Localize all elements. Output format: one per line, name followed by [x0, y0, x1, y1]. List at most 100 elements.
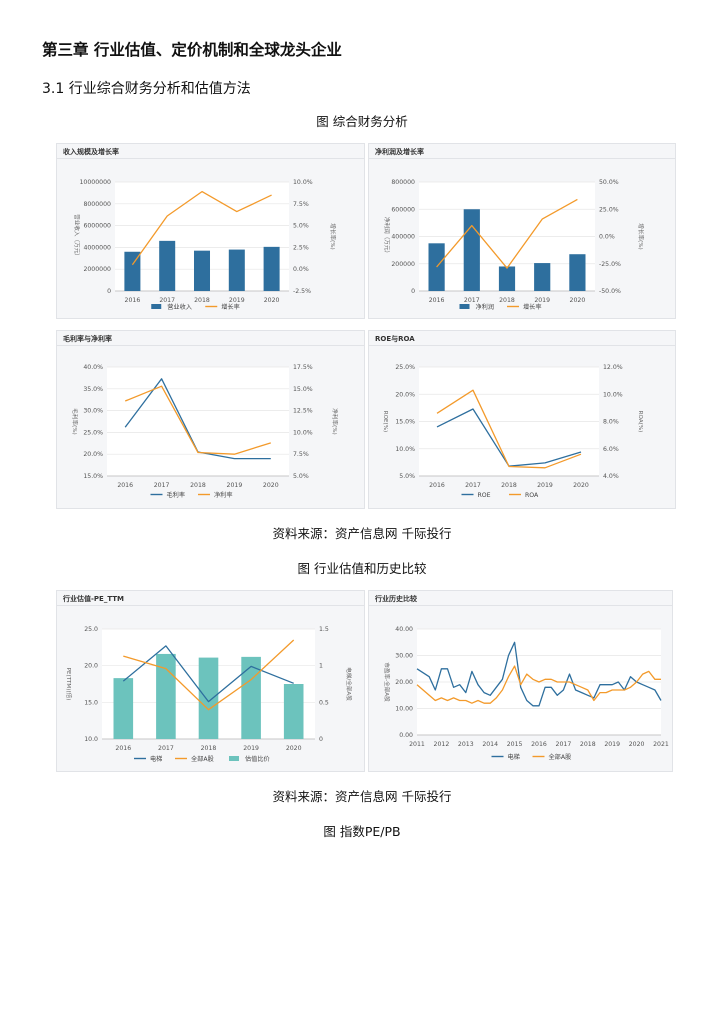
x-tick-label: 2019	[534, 297, 550, 304]
y-tick-label-left: 35.0%	[83, 386, 103, 393]
y-tick-label-left: 30.00	[395, 653, 413, 660]
chart-revenue-panel: 收入规模及增长率 0 2000000 4000000 6000000 8000000 10…	[56, 143, 365, 319]
bar	[228, 249, 245, 291]
legend-label: 电梯	[508, 753, 520, 761]
x-tick-label: 2017	[465, 482, 481, 489]
x-tick-label: 2018	[190, 482, 206, 489]
y-tick-label-left: 10000000	[80, 179, 112, 186]
x-tick-label: 2016	[125, 297, 141, 304]
x-tick-label: 2020	[264, 297, 280, 304]
chart-title: 行业估值-PE_TTM	[63, 595, 124, 603]
y-tick-label-left: 25.0%	[395, 364, 415, 371]
y-tick-label-left: 25.0	[84, 626, 98, 633]
x-tick-label: 2020	[286, 745, 302, 752]
y-tick-label-right: 2.5%	[293, 244, 309, 251]
y-tick-label-right: 15.0%	[293, 386, 313, 393]
y-tick-label-right: 5.0%	[293, 473, 309, 480]
series-line	[436, 389, 582, 469]
bar	[428, 243, 445, 291]
chart-history-panel: 行业历史比较 0.00 10.00 20.00 30.00 40.00 市盈率-全部A股 2…	[368, 590, 673, 772]
bar	[113, 678, 134, 739]
x-tick-label: 2012	[434, 741, 450, 748]
y-tick-label-right: -2.5%	[293, 288, 311, 295]
legend-label: 净利润	[476, 303, 495, 311]
source-note: 资料来源：资产信息网 千际投行	[272, 526, 452, 541]
chart-margin-panel: 毛利率与净利率 15.0% 20.0% 25.0% 30.0% 35.0% 40.0% 5.…	[56, 330, 365, 509]
figure-caption-valuation: 图 行业估值和历史比较	[297, 561, 427, 576]
y-tick-label-right: 8.0%	[603, 419, 619, 426]
x-tick-label: 2016	[429, 297, 445, 304]
y-tick-label-right: 4.0%	[603, 473, 619, 480]
y-tick-label-right: 7.5%	[293, 451, 309, 458]
chart-pe-panel: 行业估值-PE_TTM 10.0 15.0 20.0 25.0 0 0.5 1 1.5 PE(T…	[56, 590, 365, 772]
x-tick-label: 2017	[464, 297, 480, 304]
y-tick-label-right: 17.5%	[293, 364, 313, 371]
y-tick-label-right: 12.0%	[603, 364, 623, 371]
y-tick-label-left: 4000000	[83, 244, 111, 251]
pe-ttm-chart: 10.0 15.0 20.0 25.0 0 0.5 1 1.5 PE(TTM)(倍) 电梯/全部A…	[65, 626, 353, 763]
chart-title: ROE与ROA	[375, 335, 415, 343]
legend-swatch	[229, 756, 239, 761]
y-tick-label-left: 40.0%	[83, 364, 103, 371]
y-tick-label-left: 6000000	[83, 223, 111, 230]
bar	[263, 246, 280, 291]
legend-label: 全部A股	[191, 755, 214, 763]
series-line	[131, 190, 272, 266]
x-tick-label: 2019	[537, 482, 553, 489]
x-tick-label: 2013	[458, 741, 474, 748]
y-tick-label-left: 40.00	[395, 626, 413, 633]
legend-label: 估值比价	[245, 755, 270, 763]
y-tick-label-left: 400000	[391, 234, 415, 241]
chart-title: 收入规模及增长率	[63, 148, 119, 156]
y-axis-label-right: 增长率(%)	[637, 223, 645, 249]
net-profit-growth-chart: 0 200000 400000 600000 800000 -50.0% -25.0% 0.0…	[383, 179, 645, 311]
plot-area	[107, 367, 289, 476]
y-axis-label-left: 净利润（万元）	[383, 217, 391, 256]
x-tick-label: 2018	[501, 482, 517, 489]
y-tick-label-left: 0.00	[399, 732, 413, 739]
bar	[124, 251, 141, 291]
y-tick-label-left: 20.0	[84, 663, 98, 670]
y-tick-label-left: 200000	[391, 261, 415, 268]
y-tick-label-left: 15.0%	[395, 419, 415, 426]
x-tick-label: 2018	[580, 741, 596, 748]
x-tick-label: 2019	[604, 741, 620, 748]
legend-label: 营业收入	[167, 303, 192, 311]
y-axis-label-right: ROA(%)	[637, 411, 643, 433]
y-tick-label-right: -25.0%	[599, 261, 621, 268]
bar	[159, 240, 176, 291]
x-tick-label: 2018	[201, 745, 217, 752]
y-tick-label-left: 25.0%	[83, 429, 103, 436]
y-tick-label-left: 0	[107, 288, 111, 295]
y-axis-label-right: 增长率(%)	[329, 223, 337, 249]
y-tick-label-right: 50.0%	[599, 179, 619, 186]
section-heading: 3.1 行业综合财务分析和估值方法	[42, 81, 251, 97]
y-tick-label-left: 0	[411, 288, 415, 295]
chart-roe-panel: ROE与ROA 5.0% 10.0% 15.0% 20.0% 25.0% 4.0% 6.0%…	[368, 330, 676, 509]
x-tick-label: 2017	[158, 745, 174, 752]
bar	[156, 653, 176, 739]
legend-label: 增长率	[523, 303, 542, 311]
y-tick-label-left: 800000	[391, 179, 415, 186]
x-tick-label: 2020	[570, 297, 586, 304]
x-tick-label: 2017	[154, 482, 170, 489]
y-axis-label-right: 电梯/全部A股	[345, 667, 353, 701]
y-tick-label-right: 25.0%	[599, 206, 619, 213]
y-tick-label-right: 6.0%	[603, 446, 619, 453]
y-tick-label-right: 0.0%	[599, 234, 615, 241]
legend-swatch	[151, 304, 162, 309]
chart-profit-panel: 净利润及增长率 0 200000 400000 600000 800000 -50.0% -…	[368, 143, 676, 319]
x-tick-label: 2018	[499, 297, 515, 304]
source-note: 资料来源：资产信息网 千际投行	[272, 789, 452, 804]
x-tick-label: 2019	[229, 297, 245, 304]
x-tick-label: 2020	[263, 482, 279, 489]
y-tick-label-left: 8000000	[83, 201, 111, 208]
y-tick-label-right: 10.0%	[603, 391, 623, 398]
legend-label: ROE	[478, 492, 491, 499]
y-tick-label-right: 0.0%	[293, 266, 309, 273]
y-tick-label-left: 5.0%	[399, 473, 415, 480]
revenue-growth-chart: 0 2000000 4000000 6000000 8000000 10000000 -2.…	[73, 179, 337, 311]
x-tick-label: 2020	[629, 741, 645, 748]
x-tick-label: 2016	[117, 482, 133, 489]
y-axis-label-left: 毛利率(%)	[71, 408, 79, 434]
